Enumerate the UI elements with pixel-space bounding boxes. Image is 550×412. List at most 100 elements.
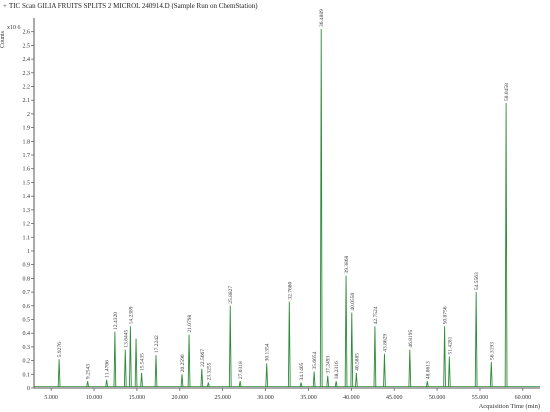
peak [299,382,303,387]
y-tick-label: 2.3 [23,71,31,77]
peak-label: 30.1354 [265,343,271,361]
peak-label: 48.8613 [425,361,431,379]
peak-label: 12.4320 [113,312,119,330]
peak-label: 25.8827 [228,286,234,304]
peak [105,379,108,387]
peak-label: 22.5667 [200,349,206,367]
peak-label: 40.5885 [354,353,360,371]
peak-label: 50.8756 [443,306,449,324]
y-tick-label: 0.5 [23,317,31,323]
peak [238,381,242,387]
peak [134,338,138,387]
peak-label: 34.1405 [299,362,305,380]
peak [265,363,269,387]
peak [408,349,412,387]
y-tick-label: 1.9 [23,126,31,132]
x-tick-label: 5.000 [44,395,58,401]
peak-label: 54.5563 [474,272,480,290]
peak-label: 43.8629 [382,334,388,352]
peak [350,312,354,387]
peak [180,374,184,387]
x-tick-label: 45.000 [386,395,403,401]
peak-label: 9.2543 [86,364,92,379]
y-tick-label: 1.7 [23,153,31,159]
trace-marker: + [3,2,7,10]
peak-label: 39.3868 [344,256,350,274]
peak [504,102,508,387]
peak [123,349,127,387]
y-tick-label: 2.2 [23,85,31,91]
y-tick-label: 2 [27,112,30,118]
peak-label: 42.7524 [373,306,379,324]
y-tick-label: 1.8 [23,139,31,145]
peak [344,275,348,387]
peak-label: 32.7680 [287,282,293,300]
peak [129,326,132,387]
peak [447,356,451,387]
peak-label: 15.5435 [140,353,146,371]
peak [334,381,338,387]
y-tick-label: 0 [27,386,30,392]
peak-label: 37.2493 [326,356,332,374]
x-tick-label: 25.000 [214,395,231,401]
peak [206,382,210,387]
peak-label: 56.3193 [489,342,495,360]
peak [474,292,478,387]
y-tick-label: 1.5 [23,180,31,186]
peak [113,331,117,387]
peak-label: 46.8195 [408,330,414,348]
peak [312,371,316,387]
x-tick-label: 20.000 [172,395,189,401]
x-tick-label: 15.000 [129,395,146,401]
peak [187,334,191,387]
x-tick-label: 10.000 [86,395,103,401]
y-tick-label: 2.6 [23,30,31,36]
peak [326,375,330,387]
y-tick-label: 0.8 [23,276,31,282]
y-tick-label: 1 [27,249,30,255]
peak-label: 40.0550 [350,293,356,311]
peak [140,372,143,387]
peak-label: 5.9276 [57,342,63,357]
peak-label: 14.2389 [128,306,134,324]
y-tick-label: 1.3 [23,208,31,214]
y-tick-label: 0.9 [23,263,31,269]
peak [154,355,158,387]
y-tick-label: 1.2 [23,222,31,228]
peak [383,353,386,387]
x-tick-label: 60.000 [515,395,532,401]
peak-label: 11.4706 [105,360,111,378]
peak [287,301,291,387]
peak-label: 20.2590 [180,354,186,372]
y-tick-label: 1.1 [23,235,31,241]
peak [228,305,232,387]
y-tick-label: 0.7 [23,290,31,296]
peak-label: 38.2316 [334,361,340,379]
y-tick-label: 0.4 [23,331,31,337]
y-tick-label: 1.4 [23,194,31,200]
peak [200,368,204,387]
y-tick-label: 2.5 [23,43,31,49]
peak-label: 17.2242 [154,335,160,353]
x-tick-label: 55.000 [472,395,489,401]
peak [355,372,358,387]
x-tick-label: 30.000 [257,395,274,401]
chart-title-text: TIC Scan GILIA FRUITS SPLITS 2 MICROL 24… [8,2,258,10]
peak [57,359,61,387]
y-tick-label: 0.6 [23,304,31,310]
y-tick-label: 0.1 [23,372,31,378]
y-tick-label: 2.1 [23,98,31,104]
peak-label: 35.6654 [312,351,318,369]
peak [425,381,429,387]
chart-title: + TIC Scan GILIA FRUITS SPLITS 2 MICROL 2… [3,2,258,10]
peak-label: 13.6445 [123,330,129,348]
peak-label: 21.0798 [187,314,193,332]
y-tick-label: 0.2 [23,359,31,365]
x-tick-label: 35.000 [300,395,317,401]
peak [443,326,446,387]
x-tick-label: 40.000 [343,395,360,401]
peak-label: 58.0458 [504,83,510,101]
x-tick-label: 50.000 [429,395,446,401]
y-tick-label: 0.3 [23,345,31,351]
